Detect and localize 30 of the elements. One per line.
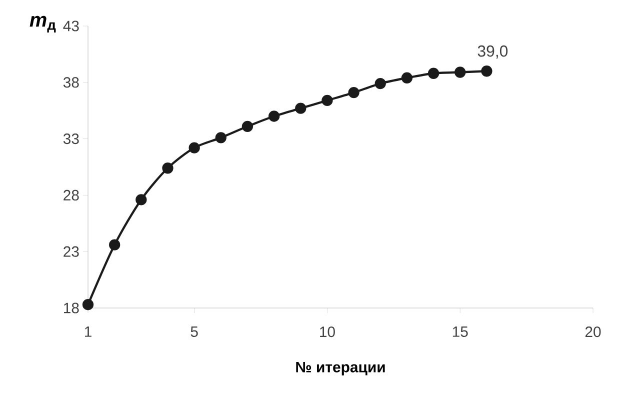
point — [242, 120, 254, 132]
point — [428, 68, 440, 79]
point — [136, 194, 147, 206]
x-axis-title: № итерации — [296, 362, 385, 376]
y-tick-label: 33 — [63, 134, 79, 144]
point — [322, 94, 333, 106]
point — [348, 86, 360, 98]
point — [374, 78, 386, 90]
x-tick-label: 5 — [190, 326, 198, 337]
point — [454, 66, 466, 78]
x-tick-label: 15 — [452, 326, 468, 337]
y-tick-label: 28 — [64, 190, 79, 200]
point — [401, 72, 413, 84]
point — [162, 162, 174, 174]
y-tick-label: 43 — [63, 20, 79, 32]
y-tick-label: 18 — [64, 302, 79, 314]
point — [295, 102, 306, 114]
point — [188, 142, 200, 154]
x-tick-label: 20 — [585, 326, 601, 338]
y-tick-label: 23 — [64, 246, 79, 257]
x-tick-label: 10 — [320, 326, 335, 338]
point — [109, 239, 120, 250]
annotation: 39,0 — [478, 45, 508, 59]
point — [82, 299, 94, 310]
x-tick-label: 1 — [84, 326, 92, 337]
y-axis-title: m$_{д}$ — [30, 16, 56, 32]
point — [481, 66, 492, 77]
y-tick-label: 38 — [63, 77, 79, 88]
point — [215, 132, 226, 144]
point — [268, 110, 280, 122]
